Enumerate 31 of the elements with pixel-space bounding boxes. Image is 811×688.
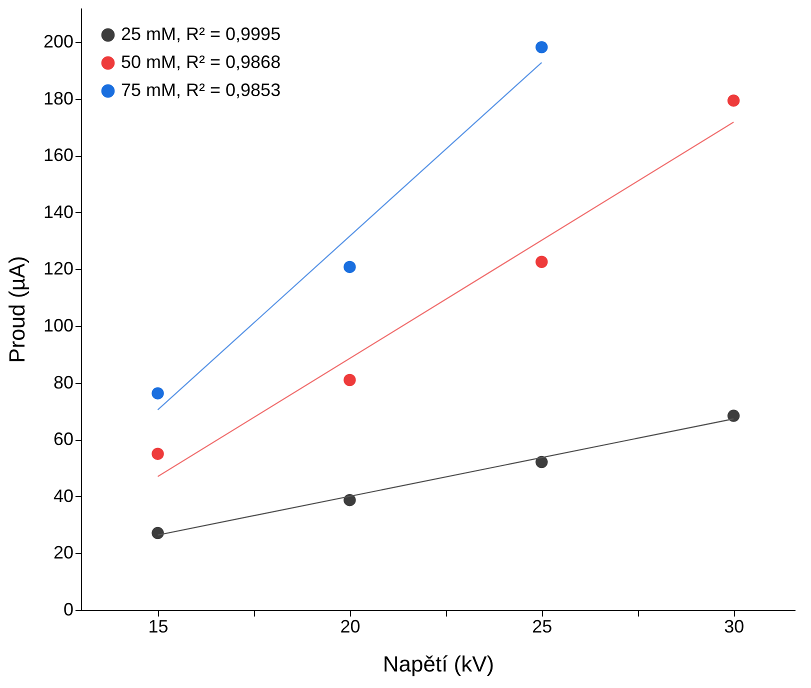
x-tick-label: 30 [724, 616, 744, 636]
point [536, 456, 548, 468]
point [344, 494, 356, 506]
y-tick-label: 80 [53, 372, 74, 392]
point [344, 260, 356, 274]
point [727, 94, 740, 107]
legend-label: 50 mM, R² = 0,9868 [121, 52, 281, 72]
legend-label: 25 mM, R² = 0,9995 [121, 24, 281, 44]
y-tick-label: 160 [43, 145, 74, 166]
y-tick-label: 120 [43, 258, 74, 279]
y-tick-label: 20 [53, 542, 74, 563]
point [152, 387, 164, 400]
x-tick-label: 15 [148, 616, 168, 636]
x-tick-label: 25 [532, 616, 552, 636]
y-tick-label: 40 [53, 486, 74, 506]
point [152, 526, 164, 540]
y-tick-label: 100 [43, 316, 74, 336]
legend-label: 75 mM, R² = 0,9853 [121, 80, 281, 100]
point [727, 410, 740, 422]
point [536, 41, 548, 54]
point [344, 374, 356, 386]
point [152, 448, 164, 460]
y-tick-label: 180 [43, 88, 74, 108]
x-tick-label: 20 [340, 616, 360, 636]
x-axis-title: Napětí (kV) [382, 652, 494, 676]
y-tick-label: 140 [43, 202, 74, 222]
y-axis-title: Proud (µA) [4, 256, 30, 363]
y-tick-label: 60 [53, 429, 74, 450]
point [536, 256, 548, 268]
y-tick-label: 0 [63, 600, 74, 620]
y-tick-label: 200 [43, 32, 74, 52]
